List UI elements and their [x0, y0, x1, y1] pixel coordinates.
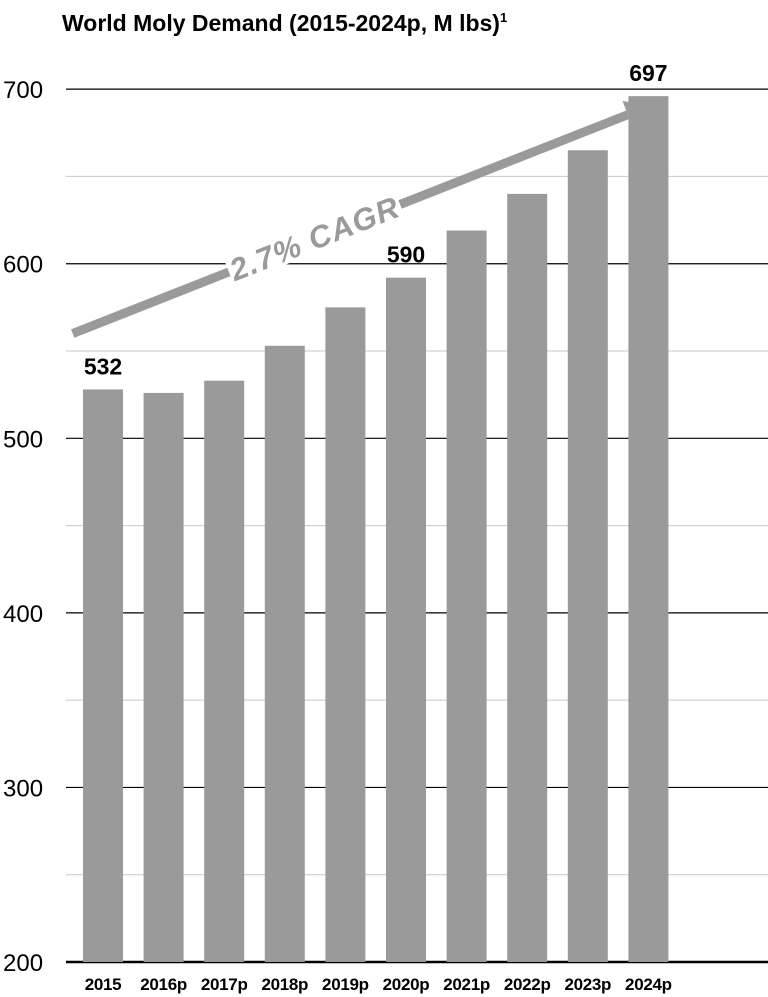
bar [507, 193, 548, 963]
y-tick-label: 600 [3, 252, 43, 279]
x-tick-label: 2022p [504, 975, 551, 994]
bar [567, 150, 608, 962]
y-tick-label: 400 [3, 601, 43, 628]
bar [204, 380, 245, 962]
cagr-arrow-head [622, 100, 649, 129]
x-tick-label: 2018p [261, 975, 308, 994]
data-label: 697 [629, 60, 667, 86]
x-axis-ticks: 2015 2016p 2017p 2018p 2019p 2020p 2021p 2022p 2… [85, 975, 672, 994]
y-tick-label: 300 [3, 775, 43, 802]
y-tick-label: 500 [3, 426, 43, 453]
data-labels: 532 590 697 [84, 60, 668, 379]
chart-title-text: World Moly Demand (2015-2024p, M lbs) [62, 10, 500, 36]
bar [325, 307, 366, 962]
x-tick-label: 2016p [140, 975, 187, 994]
y-tick-label: 200 [3, 950, 43, 977]
bar [264, 345, 305, 962]
data-label: 532 [84, 353, 122, 379]
bar [83, 389, 123, 962]
cagr-label-bg [223, 191, 406, 285]
bar [446, 230, 487, 962]
x-tick-label: 2017p [201, 975, 248, 994]
bar [143, 392, 184, 962]
x-tick-label: 2023p [564, 975, 611, 994]
bars [83, 96, 669, 963]
x-tick-label: 2020p [383, 975, 430, 994]
x-tick-label: 2015 [85, 975, 122, 994]
y-axis-ticks: 200 300 400 500 600 700 [3, 77, 43, 977]
x-tick-label: 2019p [322, 975, 369, 994]
data-label: 590 [387, 242, 425, 268]
bar [628, 96, 669, 962]
y-tick-label: 700 [3, 77, 43, 104]
x-tick-label: 2024p [625, 975, 672, 994]
cagr-annotation: 2.7% CAGR [71, 100, 649, 338]
cagr-label-group: 2.7% CAGR [223, 189, 406, 288]
chart-title: World Moly Demand (2015-2024p, M lbs)1 [62, 10, 507, 36]
chart-title-footnote: 1 [500, 10, 507, 25]
x-tick-label: 2021p [443, 975, 490, 994]
bar [386, 277, 426, 962]
cagr-label: 2.7% CAGR [224, 189, 405, 288]
